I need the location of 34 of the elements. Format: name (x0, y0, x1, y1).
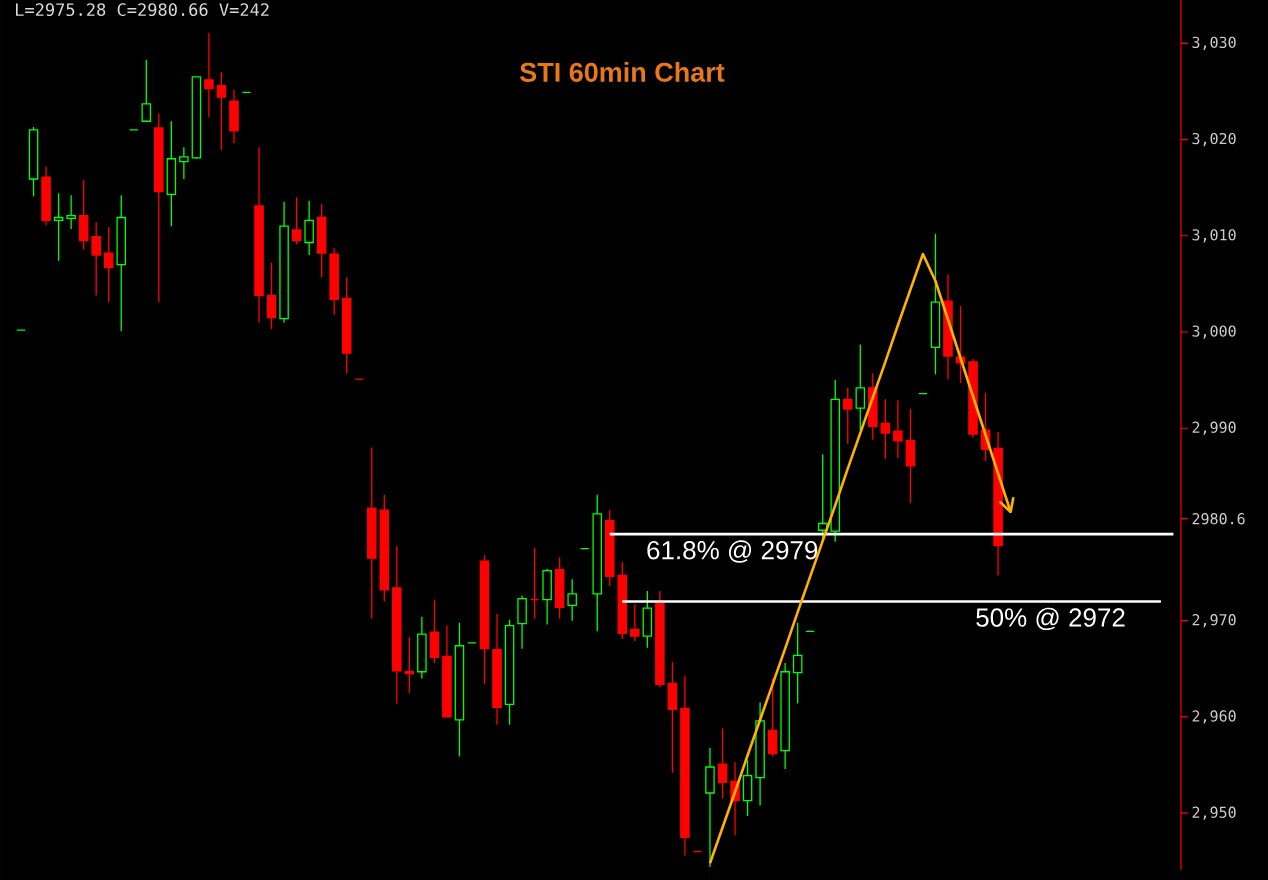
annotation: L=2975.28 C=2980.66 V=242 (15, 3, 269, 17)
y-tick-label: 2,990 (1192, 421, 1236, 435)
candlestick (567, 578, 577, 622)
candlestick (304, 200, 314, 256)
candlestick (767, 677, 778, 758)
y-tick-label: 3,020 (1192, 132, 1236, 147)
candlestick (204, 32, 214, 119)
candlestick (630, 603, 640, 642)
y-tick-label: 3,030 (1192, 36, 1236, 50)
candlestick (216, 71, 227, 151)
candlestick (66, 194, 76, 230)
candlestick (792, 622, 803, 705)
annotation: 50% @ 2972 (976, 607, 1125, 631)
y-tick-label: 3,000 (1192, 325, 1236, 339)
candlestick (842, 387, 853, 445)
text: STI 60min Chart (520, 62, 725, 82)
candlestick (893, 399, 903, 459)
y-tick-label: 2,960 (1192, 710, 1236, 724)
annotation: 61.8% @ 2979 (647, 540, 818, 563)
candlestick (717, 727, 728, 800)
y-tick-label: 2980.6 (1192, 513, 1245, 525)
candlestick (103, 226, 114, 303)
candlestick (291, 196, 302, 246)
candlestick (266, 262, 277, 330)
candlestick (404, 636, 415, 694)
candlestick (141, 58, 152, 122)
candlestick (179, 146, 189, 180)
candlestick (855, 343, 866, 431)
y-tick-label: 3,010 (1192, 229, 1236, 243)
candlestick (880, 398, 891, 460)
candlestick (91, 221, 101, 297)
y-tick-label: 2,950 (1192, 806, 1236, 820)
y-tick-label: 2,970 (1192, 614, 1236, 628)
candlestick (53, 192, 64, 262)
